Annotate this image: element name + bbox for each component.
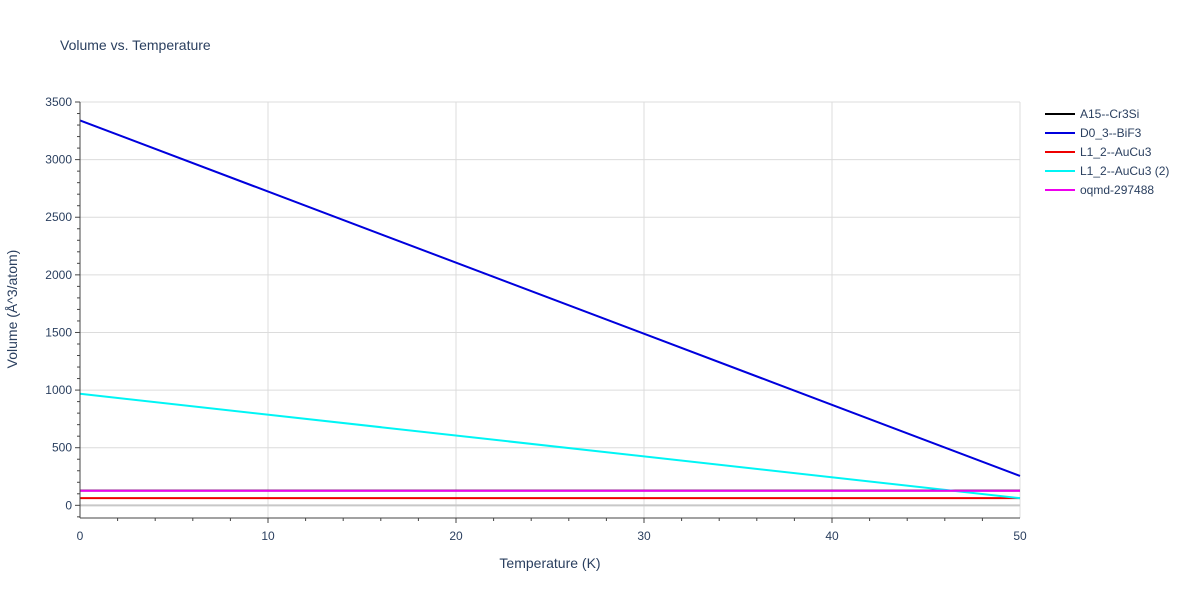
legend-item-oqmd-297488[interactable]: oqmd-297488 xyxy=(1045,183,1154,197)
y-tick-label: 2500 xyxy=(45,210,72,224)
chart-title: Volume vs. Temperature xyxy=(60,37,211,53)
legend-label: A15--Cr3Si xyxy=(1080,107,1139,121)
legend-label: L1_2--AuCu3 (2) xyxy=(1080,164,1169,178)
y-tick-label: 500 xyxy=(52,441,72,455)
legend-label: L1_2--AuCu3 xyxy=(1080,145,1152,159)
legend-label: oqmd-297488 xyxy=(1080,183,1154,197)
legend-label: D0_3--BiF3 xyxy=(1080,126,1142,140)
y-tick-label: 1000 xyxy=(45,383,72,397)
legend-item-a15-cr3si[interactable]: A15--Cr3Si xyxy=(1045,107,1139,121)
legend[interactable]: A15--Cr3Si D0_3--BiF3 L1_2--AuCu3 L1_2--AuC… xyxy=(1045,107,1169,197)
x-tick-label: 0 xyxy=(77,529,84,543)
y-tick-label: 2000 xyxy=(45,268,72,282)
y-tick-label: 0 xyxy=(65,498,72,512)
x-tick-label: 50 xyxy=(1013,529,1027,543)
y-tick-label: 3000 xyxy=(45,153,72,167)
x-axis-title: Temperature (K) xyxy=(499,555,600,571)
x-tick-label: 30 xyxy=(637,529,651,543)
series-line-d0-3-bif3 xyxy=(79,119,1021,477)
y-axis-title: Volume (Å^3/atom) xyxy=(4,250,20,369)
plot-area xyxy=(79,119,1021,500)
y-tick-label: 1500 xyxy=(45,325,72,339)
x-tick-label: 10 xyxy=(261,529,275,543)
legend-item-l1-2-aucu3[interactable]: L1_2--AuCu3 xyxy=(1045,145,1152,159)
grid xyxy=(80,101,1021,518)
legend-item-d0-3-bif3[interactable]: D0_3--BiF3 xyxy=(1045,126,1142,140)
x-tick-label: 40 xyxy=(825,529,839,543)
legend-item-l1-2-aucu3-2[interactable]: L1_2--AuCu3 (2) xyxy=(1045,164,1169,178)
series-line-l1-2-aucu3-2 xyxy=(79,392,1021,500)
x-tick-label: 20 xyxy=(449,529,463,543)
y-tick-label: 3500 xyxy=(45,95,72,109)
